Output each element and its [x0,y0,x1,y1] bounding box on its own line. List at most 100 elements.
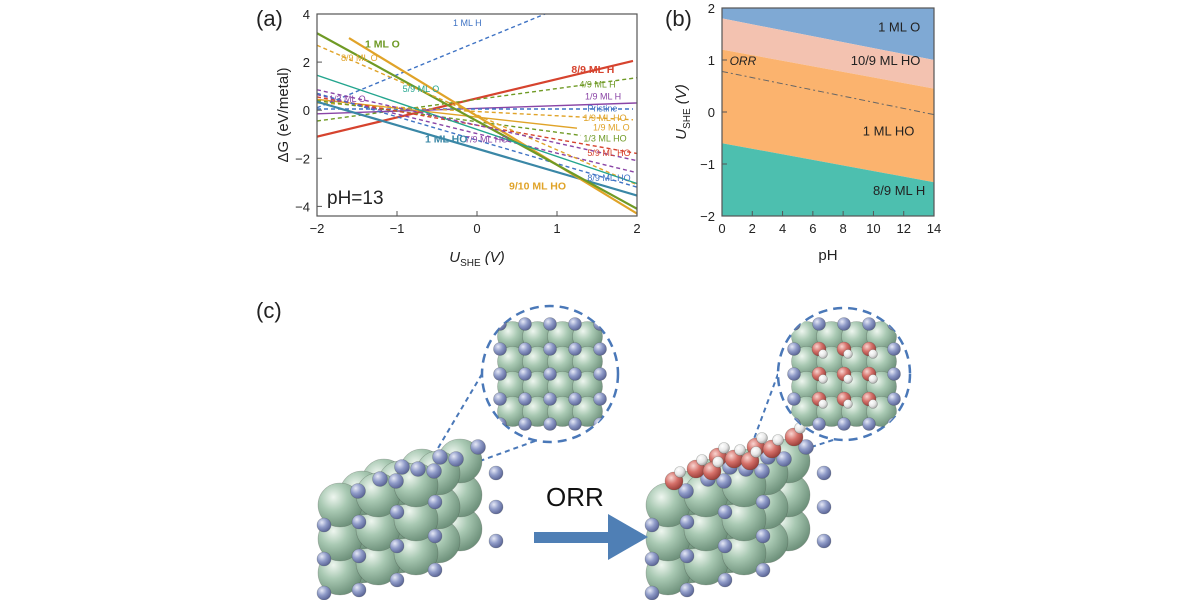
small-atom [755,494,771,510]
panel-c-illustration: ORR [316,304,912,600]
hydrogen-atom [750,446,762,458]
x-tick-label: 0 [473,221,480,236]
chart-a-ylabel: ΔG (eV/metal) [275,67,292,162]
zoom-hydrogen-atom [868,349,878,359]
zoom-small-atom [787,317,801,331]
zoom-small-atom [887,392,901,406]
zoom-small-atom [493,317,507,331]
small-atom [448,451,464,467]
chart-a-xlabel-unit: (V) [485,249,505,266]
zoom-small-atom [543,342,557,356]
small-atom [410,461,426,477]
small-atom [678,483,694,499]
small-atom [644,585,660,600]
panel-label-b: (b) [665,6,692,31]
small-atom [755,528,771,544]
small-atom [350,483,366,499]
y-tick-label: 0 [708,105,715,120]
y-tick-label: −1 [700,157,715,172]
region-10-9-ml-ho [722,18,934,89]
small-atom [389,504,405,520]
series-line-1-ml-o [317,32,637,210]
x-tick-label: 2 [749,221,756,236]
zoom-small-atom [568,417,582,431]
zoom-small-atom [593,417,607,431]
y-tick-label: 1 [708,53,715,68]
zoom-small-atom [787,342,801,356]
zoom-small-atom [837,417,851,431]
series-line-8-9-ml-o [317,44,637,186]
zoom-hydrogen-atom [843,374,853,384]
y-tick-label: 0 [303,103,310,118]
chart-b-ylabel-main: U [673,129,690,140]
small-atom [717,538,733,554]
x-tick-label: 1 [553,221,560,236]
small-atom [717,504,733,520]
chart-b: 1 ML O 10/9 ML HO 1 ML HO 8/9 ML H ORR 0 2 4 6 8… [673,1,941,264]
region-label-8-9-ml-h: 8/9 ML H [873,183,925,198]
zoom-small-atom [518,392,532,406]
zoom-small-atom [543,317,557,331]
small-atom [351,548,367,564]
small-atom [488,465,504,481]
series-label-8-9-ml-o: 8/9 ML O [341,53,378,63]
region-label-10-9-ml-ho: 10/9 ML HO [851,53,921,68]
region-1-ml-ho [722,49,934,183]
series-line-5-9-ml-o [317,74,637,185]
series-line-7-9-ml-ho [317,93,637,174]
series-label-5-9-ml-o: 5/9 ML O [403,84,440,94]
small-atom [426,463,442,479]
series-label-5-9-ml-ho: 5/9 ML HO [587,148,630,158]
panel-label-c: (c) [256,298,282,323]
small-atom [316,551,332,567]
orr-line-label: ORR [730,54,757,68]
zoom-small-atom [593,317,607,331]
zoom-small-atom [543,367,557,381]
zoom-small-atom [787,367,801,381]
zoom-small-atom [887,417,901,431]
series-label-1-9-ml-o: 1/9 ML O [593,123,630,133]
chart-a-xlabel: USHE (V) [449,249,504,269]
zoom-metal-atom [572,396,603,427]
series-label-8-9-ml-h: 8/9 ML H [571,64,614,76]
small-atom [316,585,332,600]
chart-a-xlabel-main: U [449,249,460,266]
y-tick-label: 4 [303,7,310,22]
series-line-9-10-ml-ho [348,37,637,215]
hydrogen-atom [696,454,708,466]
zoom-small-atom [568,342,582,356]
zoom-hydrogen-atom [818,399,828,409]
zoom-small-atom [518,342,532,356]
zoom-small-atom [493,392,507,406]
hydrogen-atom [772,434,784,446]
hydrogen-atom [734,444,746,456]
series-line-1-3-ml-o [317,89,637,162]
chart-a: 1 ML H8/9 ML H4/9 ML H1/9 ML HPristine1/… [275,7,641,269]
orr-arrow-shaft [534,532,610,543]
series-label-pristine: Pristine [587,103,617,113]
hydrogen-atom [756,432,768,444]
chart-a-inset-text: pH=13 [327,188,384,209]
region-8-9-ml-h [722,143,934,216]
zoom-small-atom [887,367,901,381]
zoom-orr-surface [787,317,901,431]
chart-a-xlabel-sub: SHE [460,258,481,269]
series-label-1-ml-h: 1 ML H [453,18,482,28]
zoom-small-atom [887,342,901,356]
small-atom [388,473,404,489]
x-tick-label: 0 [718,221,725,236]
small-atom [717,572,733,588]
x-tick-label: 2 [633,221,640,236]
small-atom [488,499,504,515]
zoom-hydrogen-atom [868,374,878,384]
chart-b-ylabel-unit: (V) [673,84,690,104]
zoom-small-atom [812,317,826,331]
y-tick-label: −2 [700,209,715,224]
small-atom [432,449,448,465]
small-atom [816,533,832,549]
small-atom [389,538,405,554]
zoom-small-atom [568,317,582,331]
zoom-hydrogen-atom [843,349,853,359]
region-label-1-ml-ho: 1 ML HO [863,123,915,138]
hydrogen-atom [718,442,730,454]
